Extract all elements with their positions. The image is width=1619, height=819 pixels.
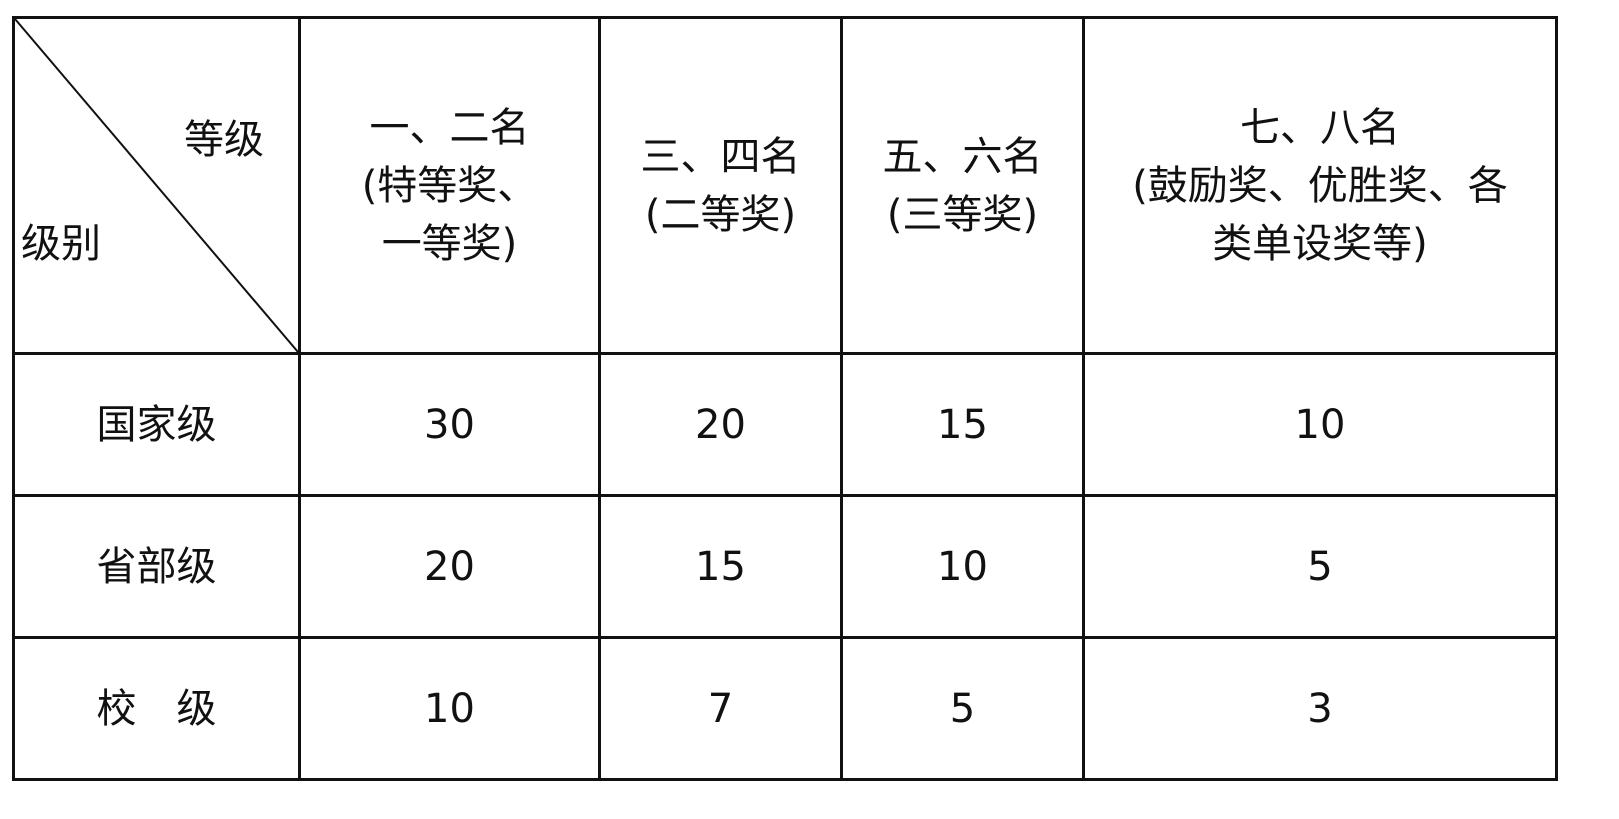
- header-line: (三等奖): [886, 191, 1039, 238]
- header-line: 七、八名: [1240, 104, 1400, 151]
- diagonal-divider: [15, 19, 298, 352]
- table-row: 省部级 20 15 10 5: [12, 494, 1558, 639]
- row-label: 国家级: [12, 352, 301, 497]
- table-row: 国家级 30 20 15 10: [12, 352, 1558, 497]
- header-row: 等级 级别 一、二名 (特等奖、 一等奖) 三、四名 (二等奖) 五、六名 (三…: [12, 16, 1558, 355]
- row-label: 省部级: [12, 494, 301, 639]
- header-line: 五、六名: [882, 133, 1043, 180]
- table-cell: 15: [840, 352, 1085, 497]
- table-cell: 7: [598, 636, 843, 781]
- table-row: 校 级 10 7 5 3: [12, 636, 1558, 781]
- header-line: 一、二名: [369, 104, 530, 151]
- table-cell: 30: [298, 352, 601, 497]
- corner-grade-label: 等级: [184, 117, 264, 163]
- header-line: (特等奖、: [361, 162, 538, 209]
- scoring-table: 等级 级别 一、二名 (特等奖、 一等奖) 三、四名 (二等奖) 五、六名 (三…: [12, 16, 1558, 781]
- table-cell: 3: [1082, 636, 1558, 781]
- table-cell: 10: [298, 636, 601, 781]
- column-header: 七、八名 (鼓励奖、优胜奖、各 类单设奖等): [1082, 16, 1558, 355]
- header-line: 类单设奖等): [1212, 220, 1428, 267]
- table-cell: 20: [298, 494, 601, 639]
- header-line: 三、四名: [640, 133, 801, 180]
- table-cell: 10: [840, 494, 1085, 639]
- corner-cell: 等级 级别: [12, 16, 301, 355]
- table-cell: 5: [840, 636, 1085, 781]
- column-header: 五、六名 (三等奖): [840, 16, 1085, 355]
- header-line: (鼓励奖、优胜奖、各: [1132, 162, 1508, 209]
- row-label: 校 级: [12, 636, 301, 781]
- table-cell: 5: [1082, 494, 1558, 639]
- header-line: 一等奖): [381, 220, 518, 267]
- corner-level-label: 级别: [21, 221, 101, 267]
- table-cell: 10: [1082, 352, 1558, 497]
- column-header: 一、二名 (特等奖、 一等奖): [298, 16, 601, 355]
- header-line: (二等奖): [644, 191, 797, 238]
- table-cell: 20: [598, 352, 843, 497]
- column-header: 三、四名 (二等奖): [598, 16, 843, 355]
- table-cell: 15: [598, 494, 843, 639]
